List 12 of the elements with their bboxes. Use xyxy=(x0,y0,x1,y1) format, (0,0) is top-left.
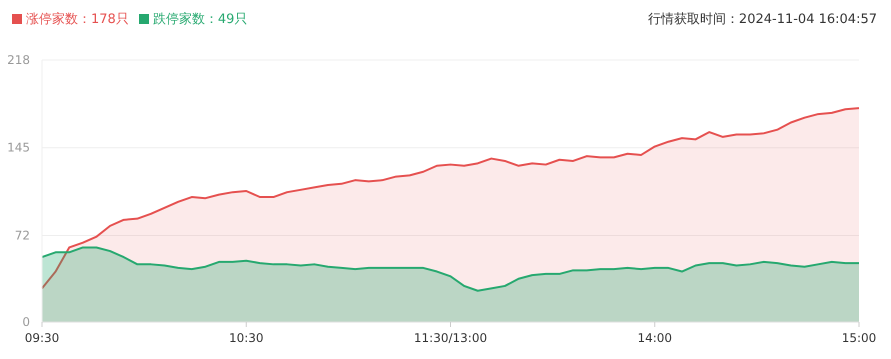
x-tick-label: 09:30 xyxy=(24,331,60,345)
x-tick-label: 10:30 xyxy=(228,331,264,345)
legend-label: 涨停家数：178只 xyxy=(26,12,129,27)
y-tick-label: 145 xyxy=(7,140,30,155)
y-tick-label: 218 xyxy=(7,53,30,67)
legend-label: 跌停家数：49只 xyxy=(152,12,248,27)
y-tick-label: 72 xyxy=(14,228,30,242)
x-tick-label: 15:00 xyxy=(842,331,876,345)
x-tick-label: 11:30/13:00 xyxy=(414,331,488,345)
text: 行情获取时间：2024-11-04 16:04:57 xyxy=(648,11,877,28)
x-tick-label: 14:00 xyxy=(637,331,672,345)
y-tick-label: 0 xyxy=(22,315,30,329)
